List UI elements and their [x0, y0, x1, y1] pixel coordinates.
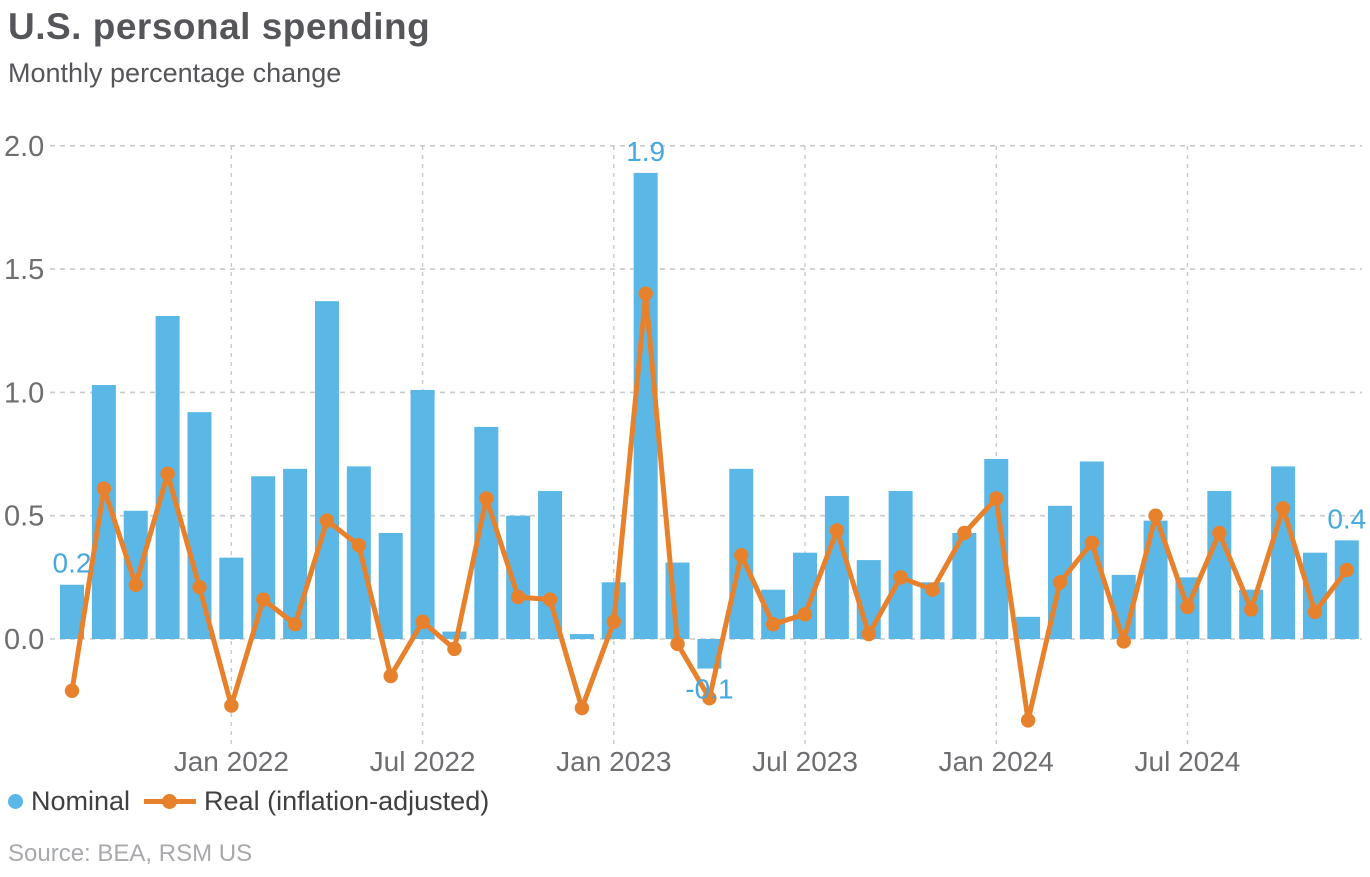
data-label: 0.4 — [1327, 503, 1366, 534]
nominal-dot-icon — [8, 794, 23, 809]
line-point-nov-2021 — [192, 580, 207, 595]
line-point-feb-2024 — [1052, 575, 1068, 590]
line-point-dec-2022 — [606, 614, 621, 629]
line-point-jul-2021 — [64, 683, 80, 698]
line-point-feb-2022 — [287, 617, 303, 632]
bar-jan-2024 — [1016, 616, 1041, 639]
line-point-nov-2023 — [957, 525, 972, 541]
bar-nov-2021 — [187, 412, 212, 639]
line-point-may-2024 — [1148, 508, 1163, 523]
y-axis-label: 0.5 — [4, 501, 44, 533]
bar-may-2022 — [378, 532, 403, 639]
x-axis-label: Jul 2024 — [1135, 746, 1241, 777]
real-line-icon — [144, 794, 197, 809]
line-point-aug-2021 — [96, 481, 112, 496]
data-label: 0.2 — [53, 548, 92, 579]
bar-feb-2022 — [283, 468, 308, 639]
legend-item-nominal: Nominal — [8, 786, 130, 817]
bar-jan-2022 — [251, 476, 276, 639]
data-label: 1.9 — [626, 136, 665, 167]
line-point-jun-2023 — [797, 607, 813, 622]
bar-sep-2023 — [888, 491, 913, 639]
bar-jul-2022 — [442, 631, 467, 639]
bar-mar-2022 — [314, 301, 339, 639]
line-point-apr-2023 — [734, 547, 749, 563]
x-axis-label: Jan 2024 — [939, 746, 1054, 777]
line-point-may-2023 — [765, 617, 781, 632]
legend-label-real: Real (inflation-adjusted) — [204, 786, 490, 816]
line-point-mar-2023 — [702, 690, 717, 706]
line-point-jul-2024 — [1212, 525, 1227, 541]
line-point-sep-2024 — [1275, 501, 1291, 516]
line-point-dec-2021 — [224, 698, 239, 713]
page-title: U.S. personal spending — [8, 6, 431, 47]
bar-nov-2024 — [1334, 540, 1359, 639]
y-axis-label: 0.0 — [4, 624, 44, 656]
line-point-apr-2022 — [351, 538, 367, 553]
x-axis-label: Jul 2023 — [752, 746, 858, 777]
line-point-jul-2022 — [447, 641, 462, 657]
line-point-oct-2021 — [160, 466, 175, 481]
bar-jun-2022 — [410, 389, 435, 639]
bar-jul-2023 — [824, 495, 849, 639]
line-point-aug-2023 — [861, 626, 876, 642]
x-axis-label: Jan 2023 — [556, 746, 671, 777]
line-point-nov-2022 — [574, 700, 590, 716]
bar-dec-2021 — [219, 557, 244, 639]
bar-may-2023 — [761, 589, 786, 639]
line-point-aug-2024 — [1243, 602, 1259, 617]
line-point-apr-2024 — [1116, 634, 1131, 649]
line-point-jun-2022 — [415, 614, 430, 629]
bar-sep-2024 — [1271, 466, 1296, 639]
legend-label-nominal: Nominal — [31, 786, 131, 816]
legend: Nominal Real (inflation-adjusted) — [8, 786, 489, 817]
bar-oct-2024 — [1302, 552, 1327, 639]
y-axis-label: 1.5 — [4, 254, 44, 286]
data-label: -0.1 — [685, 674, 733, 705]
line-point-sep-2022 — [510, 589, 526, 605]
line-point-aug-2022 — [479, 491, 494, 506]
line-point-mar-2024 — [1084, 535, 1100, 551]
line-point-oct-2022 — [542, 592, 558, 607]
line-point-sep-2021 — [128, 577, 143, 592]
legend-item-real: Real (inflation-adjusted) — [144, 786, 489, 817]
title-block: U.S. personal spending Monthly percentag… — [8, 6, 430, 89]
line-point-jun-2024 — [1180, 599, 1195, 615]
line-point-may-2022 — [383, 668, 398, 684]
page-subtitle: Monthly percentage change — [8, 58, 342, 88]
line-point-oct-2023 — [925, 582, 940, 597]
line-point-jan-2024 — [1020, 713, 1036, 728]
line-point-dec-2023 — [989, 491, 1004, 506]
line-point-feb-2023 — [670, 636, 685, 652]
source-note: Source: BEA, RSM US — [8, 840, 253, 867]
line-point-jan-2023 — [638, 286, 653, 301]
line-point-mar-2022 — [319, 513, 335, 528]
x-axis-label: Jan 2022 — [174, 746, 289, 777]
line-point-nov-2024 — [1339, 562, 1355, 578]
bar-jul-2024 — [1207, 491, 1232, 639]
y-axis-label: 2.0 — [4, 131, 44, 163]
bar-nov-2022 — [569, 634, 594, 639]
line-point-sep-2023 — [893, 570, 908, 585]
y-axis-label: 1.0 — [4, 377, 44, 409]
line-point-jan-2022 — [256, 592, 271, 607]
line-point-oct-2024 — [1307, 604, 1323, 620]
bar-sep-2021 — [123, 510, 148, 639]
x-axis-label: Jul 2022 — [370, 746, 476, 777]
line-point-jul-2023 — [829, 523, 845, 538]
bar-oct-2022 — [538, 491, 563, 639]
